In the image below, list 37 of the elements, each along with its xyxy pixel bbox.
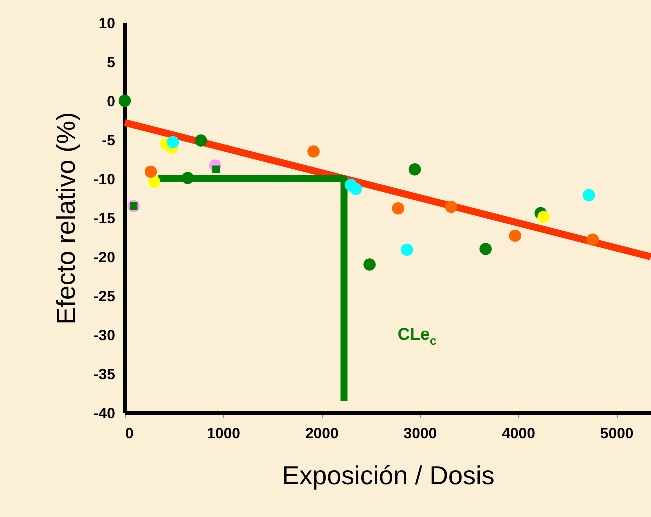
point bbox=[308, 146, 320, 158]
y-tick-label: -30 bbox=[94, 328, 116, 344]
point bbox=[364, 258, 376, 271]
y-tick-label: 10 bbox=[98, 16, 116, 32]
x-tick-label: 4000 bbox=[502, 426, 536, 442]
point bbox=[445, 200, 458, 214]
x-tick-label: 1000 bbox=[207, 426, 241, 442]
y-tick-label: -20 bbox=[94, 250, 116, 266]
point bbox=[401, 244, 414, 256]
x-tick-label: 2000 bbox=[305, 426, 339, 442]
point bbox=[350, 183, 362, 196]
point bbox=[582, 189, 596, 202]
y-axis-title: Efecto relativo (%) bbox=[50, 112, 81, 325]
point bbox=[480, 243, 492, 256]
point bbox=[118, 94, 132, 108]
y-tick-label: -35 bbox=[94, 366, 116, 384]
y-tick-label: 0 bbox=[107, 94, 116, 110]
x-tick-label: 0 bbox=[126, 426, 134, 442]
y-tick-label: -15 bbox=[94, 210, 116, 228]
x-axis-title: Exposición / Dosis bbox=[282, 460, 495, 490]
point bbox=[182, 172, 194, 184]
y-tick-label: -5 bbox=[102, 132, 116, 150]
y-tick-label: 5 bbox=[107, 54, 116, 72]
point bbox=[195, 134, 208, 147]
y-tick-label: -10 bbox=[94, 172, 116, 188]
point bbox=[586, 234, 600, 246]
y-tick-label: -25 bbox=[94, 288, 116, 306]
point bbox=[148, 176, 161, 188]
x-tick-label: 5000 bbox=[600, 426, 634, 442]
point bbox=[509, 230, 522, 242]
y-tick-label: -40 bbox=[94, 406, 116, 422]
point bbox=[167, 136, 180, 148]
point bbox=[392, 202, 404, 215]
point bbox=[538, 211, 550, 224]
point bbox=[144, 166, 158, 178]
x-tick-label: 3000 bbox=[404, 426, 438, 442]
point bbox=[408, 164, 422, 176]
